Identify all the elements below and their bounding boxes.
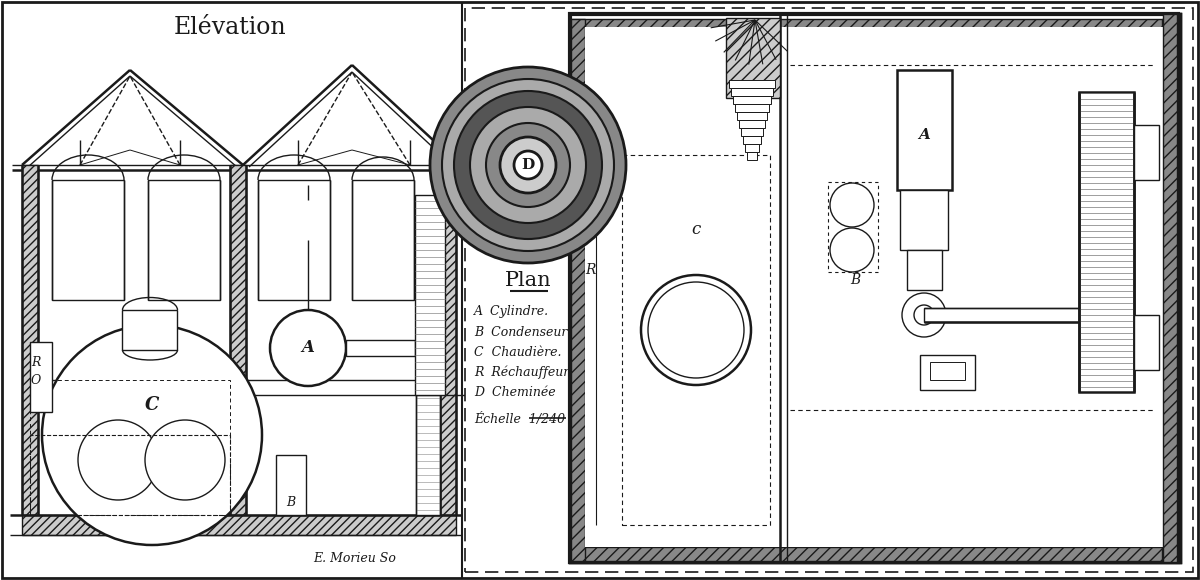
Bar [746, 152, 757, 160]
Bar [828, 182, 878, 272]
Bar [466, 8, 1193, 572]
Bar [571, 19, 586, 561]
Text: R: R [584, 263, 595, 277]
Bar [586, 27, 1163, 547]
Text: O: O [31, 374, 41, 386]
Bar [930, 362, 965, 380]
Bar [900, 190, 948, 250]
Bar [30, 380, 230, 515]
Bar [739, 120, 766, 128]
Bar [52, 180, 124, 300]
Circle shape [145, 420, 226, 500]
Circle shape [830, 228, 874, 272]
Text: D: D [521, 158, 535, 172]
Bar [1079, 92, 1134, 392]
Bar [743, 136, 761, 144]
Text: B: B [850, 273, 860, 287]
Bar [622, 155, 770, 525]
Text: A  Cylindre.: A Cylindre. [474, 306, 550, 318]
Circle shape [42, 325, 262, 545]
Polygon shape [296, 200, 320, 240]
Bar [726, 18, 780, 98]
Bar [1134, 125, 1159, 180]
Bar [258, 180, 330, 300]
Bar [731, 88, 773, 96]
Circle shape [78, 420, 158, 500]
Bar [907, 250, 942, 290]
Circle shape [902, 293, 946, 337]
Circle shape [514, 151, 542, 179]
Bar [737, 112, 767, 120]
Bar [570, 14, 1178, 562]
Text: R  Réchauffeur: R Réchauffeur [474, 365, 569, 379]
Bar [924, 308, 1079, 322]
Circle shape [486, 123, 570, 207]
Bar [1162, 19, 1176, 561]
Bar [230, 165, 246, 515]
Text: Elévation: Elévation [174, 16, 287, 38]
Bar [276, 455, 306, 515]
Text: c: c [691, 222, 701, 238]
Bar [415, 195, 445, 395]
Text: A: A [918, 128, 930, 142]
Circle shape [500, 137, 556, 193]
Bar [122, 310, 178, 350]
Bar [22, 165, 38, 515]
Text: D  Cheminée: D Cheminée [474, 386, 556, 398]
Circle shape [430, 67, 626, 263]
Bar [30, 342, 52, 412]
Bar [571, 547, 1177, 561]
Bar [898, 70, 952, 190]
Bar [742, 128, 763, 136]
Text: Échelle  1/240: Échelle 1/240 [474, 414, 565, 426]
Bar [352, 180, 414, 300]
Bar [570, 14, 1180, 562]
Bar [730, 80, 775, 88]
Circle shape [442, 79, 614, 251]
Text: C: C [145, 396, 160, 414]
Text: R: R [31, 356, 41, 368]
Circle shape [470, 107, 586, 223]
Bar [1163, 14, 1177, 562]
Text: C  Chaudière.: C Chaudière. [474, 346, 562, 358]
Bar [148, 180, 220, 300]
Circle shape [454, 91, 602, 239]
Circle shape [270, 310, 346, 386]
Bar [734, 104, 769, 112]
Text: Plan: Plan [505, 270, 551, 289]
Bar [22, 515, 456, 535]
Bar [416, 265, 440, 515]
Bar [571, 19, 1177, 33]
Bar [440, 165, 456, 515]
Text: B: B [287, 495, 295, 509]
Circle shape [641, 275, 751, 385]
Bar [1134, 315, 1159, 370]
Circle shape [830, 183, 874, 227]
Bar [570, 14, 1180, 562]
Bar [745, 144, 760, 152]
Bar [346, 340, 415, 356]
Text: B  Condenseur: B Condenseur [474, 325, 568, 339]
Text: E. Morieu So: E. Morieu So [313, 552, 396, 564]
Bar [30, 435, 230, 515]
Text: A: A [301, 339, 314, 357]
Bar [733, 96, 772, 104]
Bar [920, 355, 974, 390]
